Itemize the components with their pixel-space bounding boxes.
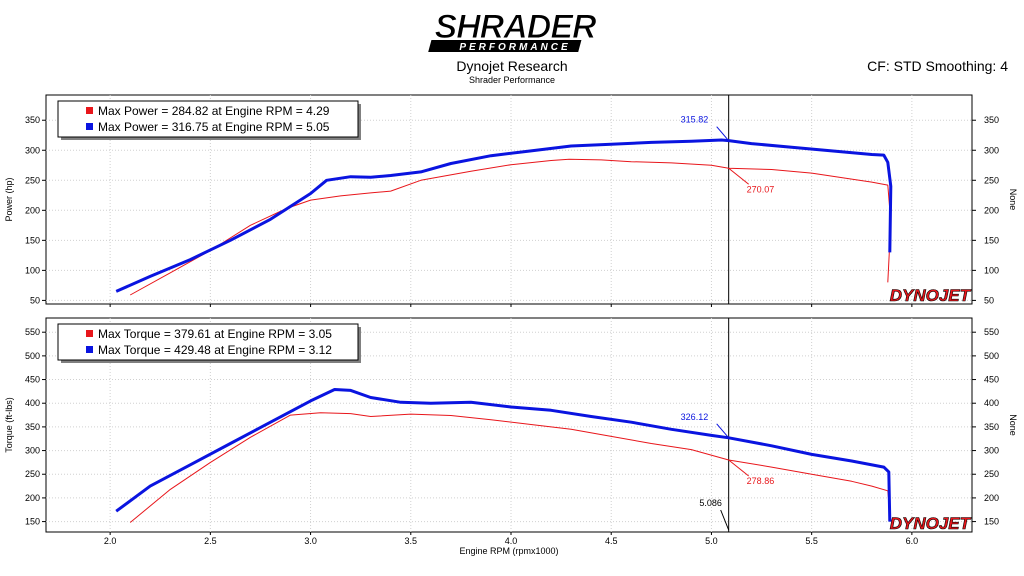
y2-tick-label: 500 [984,351,999,361]
y-tick-label: 250 [25,469,40,479]
torque-legend-box [57,323,359,361]
x-tick-label: 5.5 [805,536,818,546]
dynojet-watermark: DYNOJET [890,514,972,533]
annotation-label: 5.086 [699,498,722,508]
y-tick-label: 300 [25,446,40,456]
y2-tick-label: 200 [984,493,999,503]
torque-y-axis-label: Torque (ft-lbs) [4,397,14,453]
y2-tick-label: 250 [984,175,999,185]
y2-tick-label: 550 [984,327,999,337]
logo-text-main: SHRADER [434,8,597,46]
x-axis-label: Engine RPM (rpmx1000) [459,546,558,556]
y-tick-label: 500 [25,351,40,361]
y2-tick-label: 350 [984,422,999,432]
y-tick-label: 350 [25,115,40,125]
y2-tick-label: 150 [984,517,999,527]
x-tick-label: 2.5 [204,536,217,546]
torque-y2-axis-label: None [1008,414,1018,436]
legend-entry: Max Power = 284.82 at Engine RPM = 4.29 [98,104,330,118]
y2-tick-label: 300 [984,446,999,456]
chart-subtitle: Shrader Performance [468,75,556,85]
legend-swatch [86,107,93,114]
chart-title: Dynojet Research [456,58,568,74]
legend-entry: Max Power = 316.75 at Engine RPM = 5.05 [98,120,330,134]
y-tick-label: 200 [25,205,40,215]
annotation-label: 326.12 [681,412,709,422]
y2-tick-label: 350 [984,115,999,125]
torque-series-2 [115,388,892,522]
cf-smoothing-label: CF: STD Smoothing: 4 [867,58,1008,74]
annotation-leader [728,167,749,185]
annotation-label: 278.86 [747,476,775,486]
y-tick-label: 350 [25,422,40,432]
dynojet-watermark: DYNOJET [890,286,972,305]
y2-tick-label: 150 [984,235,999,245]
y-tick-label: 400 [25,398,40,408]
shrader-logo: SHRADER PERFORMANCE [420,8,610,56]
x-tick-label: 2.0 [104,536,117,546]
x-tick-label: 3.5 [405,536,418,546]
legend-swatch [86,346,93,353]
torque-panel: 150 150 200 200 250 250 300 300 350 350 400 400 450 4… [4,317,1018,535]
y-tick-label: 250 [25,175,40,185]
y-tick-label: 50 [30,295,40,305]
y-tick-label: 150 [25,517,40,527]
legend-swatch [86,330,93,337]
power-series-2 [115,138,893,293]
x-tick-label: 6.0 [906,536,919,546]
x-tick-label: 5.0 [705,536,718,546]
y2-tick-label: 50 [984,295,994,305]
torque-series-1 [129,412,892,523]
y-tick-label: 300 [25,145,40,155]
x-tick-label: 4.5 [605,536,618,546]
x-tick-label: 4.0 [505,536,518,546]
y2-tick-label: 450 [984,375,999,385]
power-legend-box [57,100,359,138]
y-tick-label: 450 [25,375,40,385]
x-tick-label: 3.0 [304,536,317,546]
y2-tick-label: 250 [984,469,999,479]
y2-tick-label: 400 [984,398,999,408]
legend-swatch [86,123,93,130]
y2-tick-label: 200 [984,205,999,215]
annotation-leader [720,509,730,531]
y2-tick-label: 100 [984,265,999,275]
annotation-leader [728,459,749,477]
annotation-label: 315.82 [681,115,709,125]
y-tick-label: 100 [25,265,40,275]
logo-text-sub: PERFORMANCE [459,42,570,53]
annotation-leader [716,423,730,439]
y-tick-label: 150 [25,235,40,245]
legend-entry: Max Torque = 379.61 at Engine RPM = 3.05 [98,327,332,341]
annotation-label: 270.07 [747,184,775,194]
power-y2-axis-label: None [1008,189,1018,211]
y2-tick-label: 300 [984,145,999,155]
y-tick-label: 200 [25,493,40,503]
legend-entry: Max Torque = 429.48 at Engine RPM = 3.12 [98,343,332,357]
power-y-axis-label: Power (hp) [4,177,14,221]
power-panel: 50 50 100 100 150 150 200 200 250 250 300 300 350 350… [4,94,1018,307]
annotation-leader [716,126,730,141]
y-tick-label: 550 [25,327,40,337]
